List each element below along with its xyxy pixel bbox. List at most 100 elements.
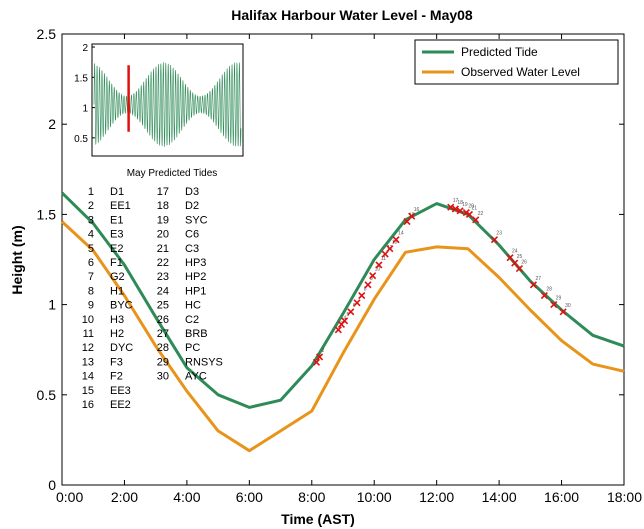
legend-label-predicted: Predicted Tide [461,45,538,59]
site-number: 20 [157,229,169,241]
series-observed-water-level [60,220,625,453]
sample-marker: 17 [447,198,459,211]
inset-y-tick-label: 2 [82,43,88,54]
marker-layer: 1234567891011121314151617181920212223242… [312,198,571,366]
site-list-item: 28 PC [157,342,201,354]
sample-marker-label: 10 [375,267,381,273]
site-number: 3 [88,214,94,226]
x-tick-label: 4:00 [173,489,200,505]
sample-marker: 21 [465,205,477,218]
sample-marker: 25 [511,254,523,267]
inset-y-tick-label: 1.5 [74,73,88,84]
site-code: F1 [110,257,123,269]
site-number: 1 [88,186,94,198]
site-code: E1 [110,214,123,226]
sample-marker: 8 [358,287,367,300]
legend: Predicted Tide Observed Water Level [414,39,619,85]
site-number: 27 [157,328,169,340]
site-list-item: 27 BRB [157,328,208,340]
sample-marker: 28 [540,287,552,300]
sample-marker-label: 17 [453,198,459,204]
site-list-item: 25 HC [157,300,201,312]
site-list-item: 4 E3 [88,229,124,241]
y-tick-label: 0.5 [37,387,57,403]
site-list-item: 6 F1 [88,257,123,269]
site-list-item: 30 AYC [157,371,207,383]
site-code: BRB [185,328,208,340]
site-list-item: 13 F3 [82,356,123,368]
site-number: 7 [88,271,94,283]
site-number: 22 [157,257,169,269]
site-number: 9 [88,300,94,312]
site-number: 2 [88,200,94,212]
site-number: 6 [88,257,94,269]
sample-marker-label: 4 [343,315,346,321]
site-code: D2 [185,200,199,212]
site-code: F2 [110,371,123,383]
y-tick-label: 2.5 [37,26,57,42]
chart-title: Halifax Harbour Water Level - May08 [231,7,473,23]
site-number: 8 [88,285,94,297]
x-tick-label: 10:00 [357,489,392,505]
site-number: 23 [157,271,169,283]
sample-marker-label: 19 [462,202,468,208]
x-axis-label: Time (AST) [281,511,355,527]
x-tick-label: 0:00 [56,489,83,505]
legend-label-observed: Observed Water Level [461,65,580,79]
x-tick-label: 12:00 [419,489,454,505]
legend-box [414,39,619,85]
site-list-item: 8 H1 [88,285,124,297]
site-list-item: 3 E1 [88,214,124,226]
x-tick-label: 16:00 [544,489,579,505]
inset-tide-series [93,62,242,147]
sample-marker-label: 24 [512,249,518,255]
site-number: 11 [83,328,94,340]
y-tick-label: 0 [48,477,56,493]
site-list-item: 22 HP3 [157,257,207,269]
sample-marker-label: 18 [457,200,463,206]
site-list-item: 15 EE3 [82,385,131,397]
sample-marker: 19 [456,202,468,215]
sample-marker-label: 16 [414,207,420,213]
y-tick-label: 1.5 [37,206,57,222]
site-list-item: 18 D2 [157,200,199,212]
sample-marker-label: 2 [322,348,325,354]
sample-marker: 22 [472,211,484,224]
inset-chart: 0.5 1 1.5 2 May Predicted Tides [74,43,244,179]
sample-marker: 30 [559,303,571,316]
site-number: 29 [157,356,169,368]
site-list-item: 5 E2 [88,243,124,255]
site-number: 15 [82,385,94,397]
y-axis-label: Height (m) [9,225,25,294]
x-tick-label: 18:00 [607,489,642,505]
site-list-item: 23 HP2 [157,271,207,283]
sample-marker-label: 22 [478,211,484,217]
site-code: C2 [185,314,199,326]
site-list: 1 D1 2 EE1 3 E1 4 E3 5 E2 6 F1 7 G2 8 H1 9 BYC 10 H3 11 H2 12 D… [82,186,223,411]
y-tick-label: 1 [48,297,56,313]
site-code: G2 [110,271,125,283]
sample-marker-label: 14 [398,231,404,237]
site-code: AYC [185,371,207,383]
site-list-item: 17 D3 [157,186,199,198]
sample-marker: 14 [392,231,404,244]
site-code: D1 [110,186,124,198]
site-number: 12 [82,342,94,354]
sample-marker-label: 9 [370,276,373,282]
site-code: HP1 [185,285,206,297]
x-tick-label: 8:00 [298,489,325,505]
site-number: 25 [157,300,169,312]
site-list-item: 16 EE2 [82,399,131,411]
site-code: HP3 [185,257,206,269]
sample-marker: 9 [364,276,373,289]
site-code: HP2 [185,271,206,283]
site-code: H2 [110,328,124,340]
inset-title: May Predicted Tides [127,168,218,179]
series-layer [60,191,625,453]
site-list-item: 12 DYC [82,342,134,354]
site-code: D3 [185,186,199,198]
site-number: 13 [82,356,94,368]
sample-marker-label: 21 [471,205,477,211]
sample-marker-label: 29 [556,296,562,302]
inset-series [93,62,242,147]
